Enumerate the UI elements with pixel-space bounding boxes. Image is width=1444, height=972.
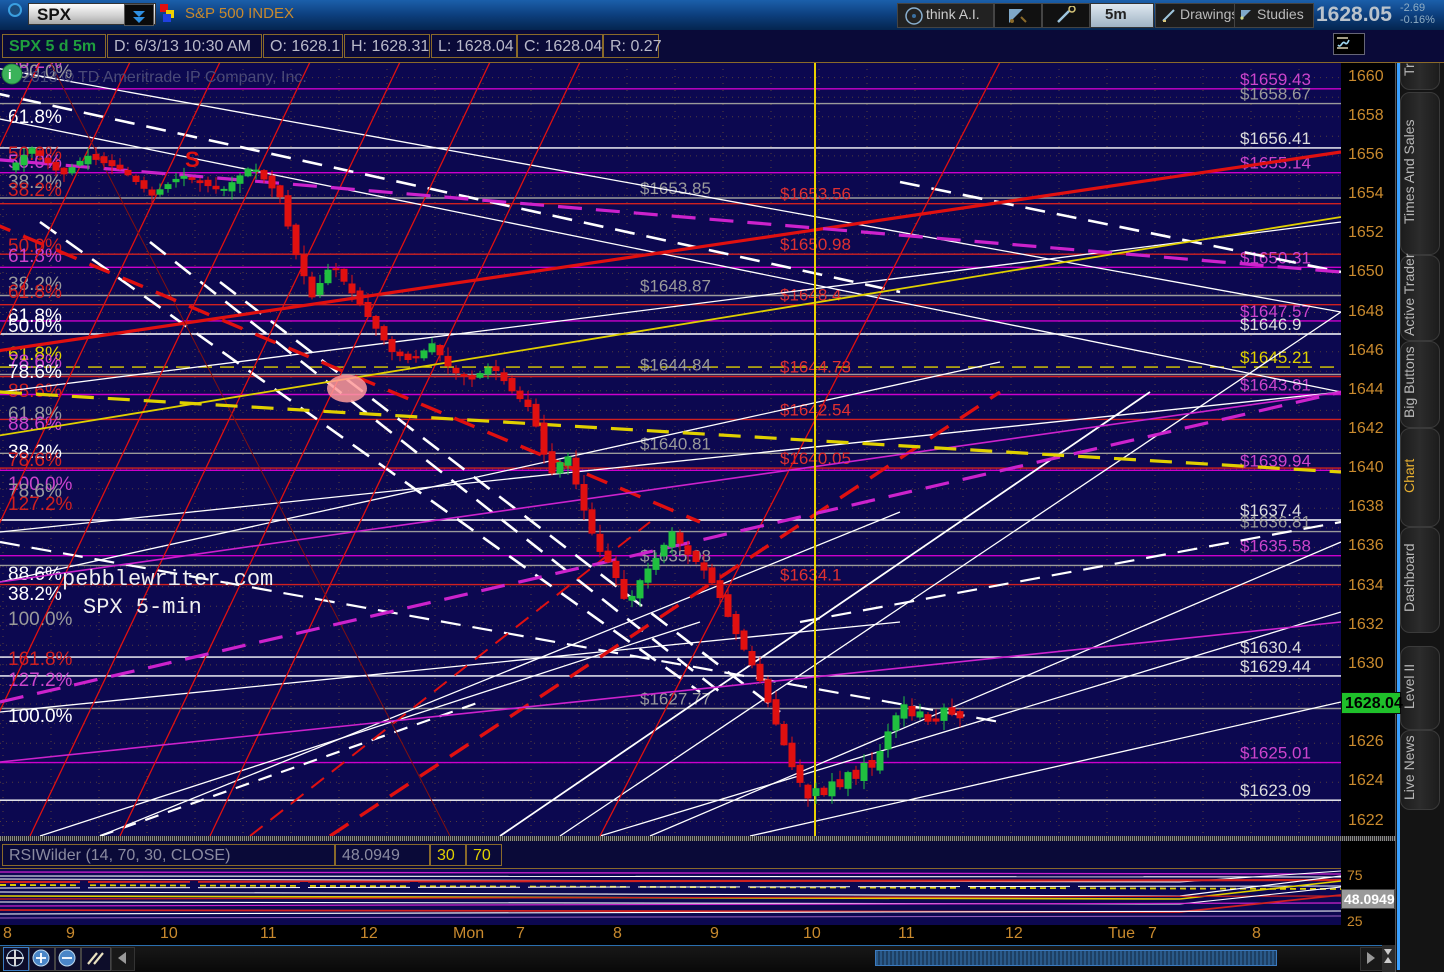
svg-text:78.6%: 78.6% xyxy=(8,450,62,471)
svg-text:$1635.08: $1635.08 xyxy=(640,546,711,565)
svg-text:38.2%: 38.2% xyxy=(8,584,62,605)
svg-text:161.8%: 161.8% xyxy=(8,649,73,670)
svg-text:$1656.41: $1656.41 xyxy=(1240,129,1311,148)
svg-text:38.2%: 38.2% xyxy=(8,180,62,201)
svg-text:127.2%: 127.2% xyxy=(8,494,73,515)
svg-text:78.6%: 78.6% xyxy=(8,362,62,383)
svg-text:$1658.67: $1658.67 xyxy=(1240,85,1311,104)
svg-text:$1634.1: $1634.1 xyxy=(780,566,841,585)
svg-text:$1625.01: $1625.01 xyxy=(1240,744,1311,763)
svg-text:100.0%: 100.0% xyxy=(8,706,73,727)
svg-text:61.8%: 61.8% xyxy=(8,246,62,267)
svg-text:$1644.84: $1644.84 xyxy=(640,355,711,374)
svg-text:$1623.09: $1623.09 xyxy=(1240,781,1311,800)
svg-text:$1646.9: $1646.9 xyxy=(1240,315,1301,334)
svg-text:$1630.4: $1630.4 xyxy=(1240,638,1301,657)
svg-text:i: i xyxy=(8,67,12,82)
svg-text:$1645.21: $1645.21 xyxy=(1240,348,1311,367)
svg-text:$1629.44: $1629.44 xyxy=(1240,657,1311,676)
svg-text:S: S xyxy=(185,147,200,172)
svg-text:pebblewriter.com: pebblewriter.com xyxy=(62,567,273,592)
svg-text:$1640.81: $1640.81 xyxy=(640,434,711,453)
svg-text:61.8%: 61.8% xyxy=(8,107,62,128)
svg-text:50.0%: 50.0% xyxy=(8,316,62,337)
svg-text:2013 © TD Ameritrade IP Compan: 2013 © TD Ameritrade IP Company, Inc. xyxy=(22,69,307,86)
svg-text:SPX 5-min: SPX 5-min xyxy=(83,595,202,620)
svg-text:$1636.81: $1636.81 xyxy=(1240,513,1311,532)
svg-text:$1648.87: $1648.87 xyxy=(640,277,711,296)
